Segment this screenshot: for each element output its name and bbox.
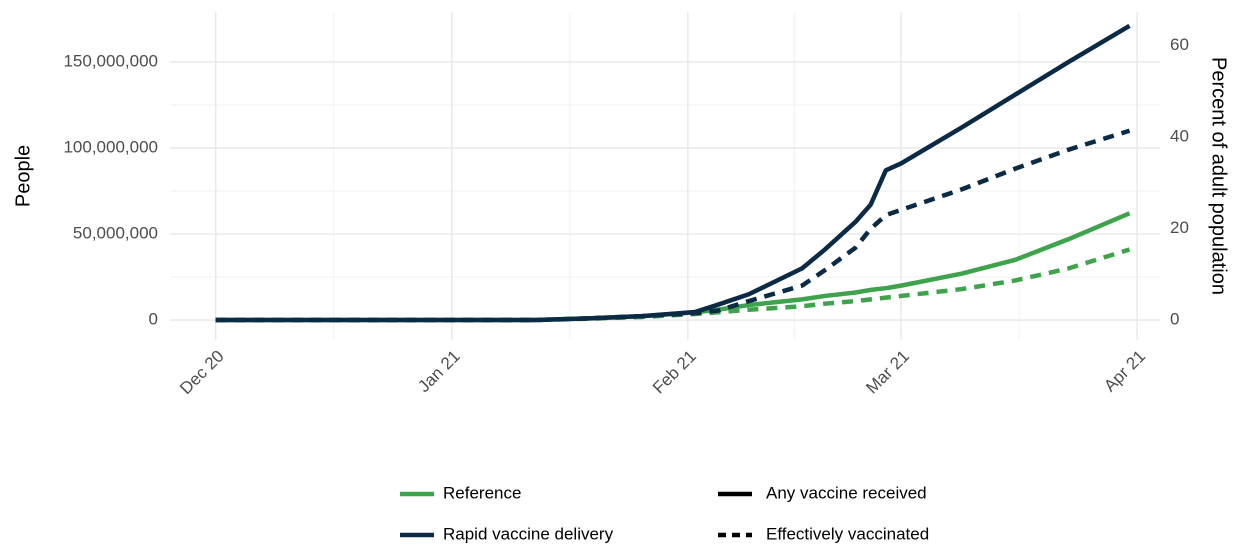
series-line — [215, 211, 1131, 323]
y-tick-label: 100,000,000 — [63, 137, 158, 156]
y2-tick-label: 40 — [1170, 126, 1189, 145]
y2-tick-label: 0 — [1170, 309, 1179, 328]
y-axis-title: People — [12, 145, 34, 207]
x-tick-label: Feb 21 — [649, 347, 700, 398]
y2-tick-label: 60 — [1170, 35, 1189, 54]
y-tick-label: 150,000,000 — [63, 51, 158, 70]
legend-label: Effectively vaccinated — [766, 524, 929, 543]
x-tick-label: Mar 21 — [862, 347, 913, 398]
series-line — [215, 128, 1131, 323]
series-line — [215, 23, 1131, 323]
y2-tick-label: 20 — [1170, 218, 1189, 237]
legend-label: Reference — [443, 483, 521, 502]
legend-label: Rapid vaccine delivery — [443, 524, 614, 543]
series-line — [215, 247, 1131, 323]
y-tick-label: 0 — [149, 310, 158, 329]
legend-label: Any vaccine received — [766, 483, 927, 502]
x-tick-label: Apr 21 — [1100, 347, 1149, 396]
x-tick-label: Jan 21 — [414, 347, 464, 397]
y2-axis-title: Percent of adult population — [1208, 57, 1230, 295]
y-tick-label: 50,000,000 — [73, 223, 158, 242]
x-tick-label: Dec 20 — [176, 347, 228, 399]
